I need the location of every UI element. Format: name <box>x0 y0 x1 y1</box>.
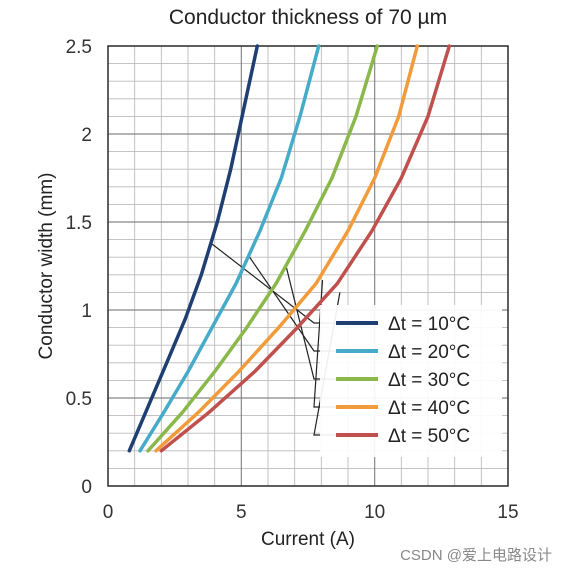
legend-entry: Δt = 50°C <box>388 426 470 447</box>
series-lines <box>127 44 452 453</box>
y-tick-label: 1.5 <box>66 213 92 234</box>
plot-frame <box>107 45 509 487</box>
x-tick-label: 5 <box>236 502 247 523</box>
legend-entry: Δt = 40°C <box>388 398 470 419</box>
x-axis-label: Current (A) <box>261 529 355 550</box>
y-tick-labels: 0 0.5 1 1.5 2 2.5 <box>66 37 92 498</box>
y-tick-label: 0.5 <box>66 389 92 410</box>
legend-entry: Δt = 30°C <box>388 370 470 391</box>
legend-entry: Δt = 10°C <box>388 314 470 335</box>
series-line <box>146 44 380 453</box>
series-line <box>154 44 420 453</box>
y-tick-label: 2.5 <box>66 37 92 58</box>
y-tick-label: 2 <box>81 125 92 146</box>
x-tick-label: 15 <box>497 502 518 523</box>
x-tick-label: 10 <box>364 502 385 523</box>
series-line <box>127 44 260 453</box>
y-axis-label: Conductor width (mm) <box>36 173 57 360</box>
x-tick-labels: 0 5 10 15 <box>103 502 519 523</box>
legend: Δt = 10°C Δt = 20°C Δt = 30°C Δt = 40°C Δt =… <box>320 305 502 457</box>
series-line <box>159 44 452 453</box>
y-tick-label: 1 <box>81 301 92 322</box>
series-line <box>138 44 321 453</box>
chart-title: Conductor thickness of 70 µm <box>169 6 447 29</box>
watermark: CSDN @爱上电路设计 <box>400 547 552 564</box>
x-tick-label: 0 <box>103 502 114 523</box>
y-tick-label: 0 <box>81 477 92 498</box>
legend-entry: Δt = 20°C <box>388 342 470 363</box>
